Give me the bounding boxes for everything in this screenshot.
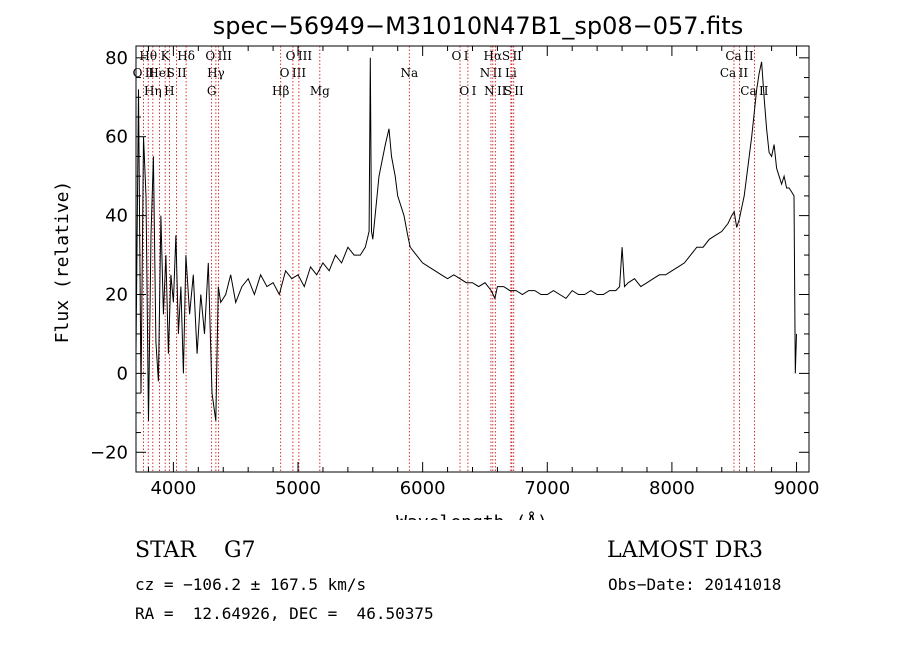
line-label-6: S II <box>167 66 187 80</box>
line-label-9: Hγ <box>207 66 225 80</box>
line-label-1: Hθ <box>139 49 157 63</box>
x-axis-ticks: 4000 5000 6000 7000 8000 9000 <box>147 46 820 499</box>
chart-title: spec−56949−M31010N47B1_sp08−057.fits <box>213 12 743 40</box>
y-tick-label--20: −20 <box>90 442 128 463</box>
object-class: STAR G7 <box>135 538 256 563</box>
spectrum-line <box>135 57 797 421</box>
x-tick-label-6000: 6000 <box>400 478 446 499</box>
line-label-21: Li <box>505 66 517 80</box>
y-tick-label-60: 60 <box>105 127 128 148</box>
line-label-22: S II <box>502 49 522 63</box>
line-label-16: O I <box>452 49 469 63</box>
observation-date: Obs−Date: 20141018 <box>608 575 782 594</box>
x-tick-label-8000: 8000 <box>649 478 695 499</box>
line-label-20: N II <box>484 84 507 98</box>
line-label-24: Ca II <box>720 66 748 80</box>
line-label-2: Hη <box>144 84 162 98</box>
y-axis-ticks: −20 0 20 40 60 80 <box>90 48 809 463</box>
line-label-17: O I <box>459 84 476 98</box>
x-tick-label-9000: 9000 <box>774 478 820 499</box>
line-label-19: Hα <box>484 49 503 63</box>
line-label-3: HeI <box>148 66 171 80</box>
line-label-13: O III <box>286 49 313 63</box>
plot-frame <box>135 45 810 473</box>
line-label-0: O II <box>133 66 155 80</box>
coordinates: RA = 12.64926, DEC = 46.50375 <box>135 604 434 623</box>
line-label-8: G <box>207 84 217 98</box>
line-label-18: N II <box>480 66 503 80</box>
y-tick-label-40: 40 <box>105 206 128 227</box>
x-tick-label-5000: 5000 <box>275 478 321 499</box>
line-label-12: O III <box>280 66 307 80</box>
line-label-23: S II <box>504 84 524 98</box>
line-label-26: Ca II <box>740 84 768 98</box>
x-axis-label: Wavelength (Å) <box>396 511 548 520</box>
x-tick-label-7000: 7000 <box>524 478 570 499</box>
line-label-15: Na <box>400 66 418 80</box>
y-tick-label-0: 0 <box>117 363 128 384</box>
y-axis-label: Flux (relative) <box>52 181 73 344</box>
redshift-velocity: cz = −106.2 ± 167.5 km/s <box>135 575 367 594</box>
y-tick-label-20: 20 <box>105 285 128 306</box>
line-label-4: K <box>161 49 171 63</box>
line-label-11: Hβ <box>272 84 289 98</box>
y-tick-label-80: 80 <box>105 48 128 69</box>
line-label-5: H <box>164 84 174 98</box>
spectrum-chart: spec−56949−M31010N47B1_sp08−057.fits O I… <box>52 12 820 520</box>
line-label-7: Hδ <box>177 49 195 63</box>
survey-name: LAMOST DR3 <box>607 538 763 563</box>
x-tick-label-4000: 4000 <box>150 478 196 499</box>
line-label-14: Mg <box>310 84 330 98</box>
line-label-10: O III <box>205 49 232 63</box>
line-label-25: Ca II <box>725 49 753 63</box>
